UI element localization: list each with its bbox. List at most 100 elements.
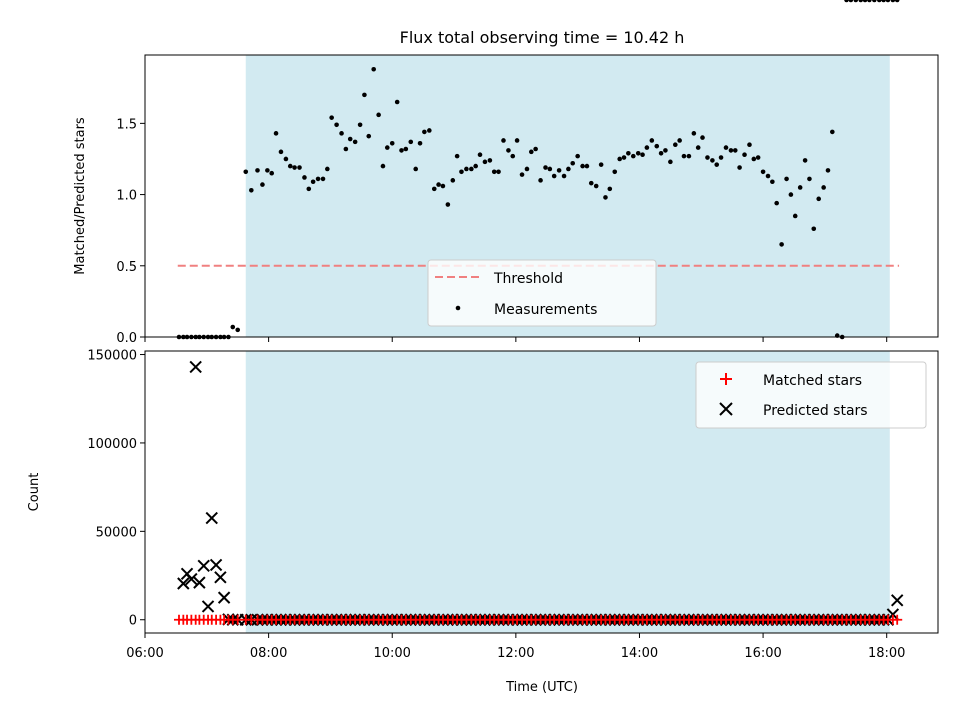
measurement-point [310,179,316,185]
measurement-point [770,179,775,185]
measurement-point [533,146,538,152]
measurement-point [718,155,724,160]
measurement-point [844,0,849,3]
measurement-point [450,178,456,183]
predicted-point [197,559,210,573]
legend-predicted-swatch [719,402,733,416]
measurement-point [371,66,376,72]
bottom-y-axis-label: Count [27,473,42,512]
measurement-point [603,195,608,200]
measurement-point [287,163,293,169]
measurement-point [658,150,664,156]
predicted-point [214,571,227,584]
measurement-point [469,166,474,172]
measurement-point [459,169,464,175]
measurement-point [543,165,548,170]
measurement-point [588,180,594,186]
xtick-label: 16:00 [744,646,781,661]
measurement-point [894,0,900,3]
measurement-point [751,156,757,162]
bot-ytick-label: 150000 [87,349,137,364]
measurement-point [464,166,469,172]
measurement-point [872,0,877,3]
measurement-point [649,138,655,143]
top-x-ticks [144,337,888,342]
measurement-point [403,146,409,152]
bot-ytick-label: 50000 [96,525,137,540]
measurement-point [496,169,501,175]
measurement-point [686,153,692,159]
measurement-point [765,173,771,179]
measurement-point [292,165,297,170]
measurement-point [732,148,738,153]
legend-predicted-label: Predicted stars [763,403,868,419]
measurement-point [802,158,808,163]
measurement-point [830,129,835,135]
measurement-point [362,92,367,98]
measurement-point [491,169,497,175]
bot-ytick-label: 100000 [87,437,137,452]
measurement-point [255,168,260,173]
measurement-point [260,182,265,187]
measurement-point [482,159,488,165]
measurement-point [427,128,432,133]
measurement-point [821,185,826,190]
top-legend: Threshold Measurements [427,259,657,327]
xtick-label: 14:00 [621,646,658,661]
measurement-point [598,162,604,167]
measurement-point [384,145,390,150]
measurement-point [297,165,302,170]
measurement-point [862,0,868,3]
measurement-point [570,160,576,166]
measurement-point [792,213,798,219]
bottom-x-ticks: 06:00 08:00 10:00 12:00 14:00 16:00 18:00 [126,633,905,661]
measurement-point [755,155,761,160]
measurement-point [440,183,446,189]
measurement-point [556,168,562,173]
measurement-point [807,176,812,182]
measurement-point [329,115,334,120]
top-ytick-label: 1.5 [116,117,137,132]
measurement-point [677,138,682,143]
measurement-point [635,150,641,156]
measurement-point [445,202,451,207]
measurement-point [339,131,344,136]
measurement-point [621,155,627,160]
top-axes-frame [144,54,939,338]
measurement-point [366,133,372,139]
measurement-point [325,166,330,172]
measurement-point [640,152,645,157]
measurement-point [705,155,710,160]
top-ytick-label: 1.0 [116,189,137,204]
legend-threshold-label: Threshold [493,271,563,287]
measurement-point [431,186,437,192]
measurement-point [788,192,794,197]
measurement-point [547,166,553,172]
measurement-point [673,142,678,148]
bottom-y-ticks: 0 50000 100000 150000 [87,349,145,629]
measurement-point [617,156,622,162]
predicted-point [205,511,218,525]
measurement-point [249,188,254,193]
measurement-point [473,163,478,169]
measurement-point [700,135,705,140]
measurement-point [501,138,506,143]
measurement-point [630,153,636,159]
measurement-point [811,226,817,232]
measurement-point [273,131,279,136]
top-panel: 0.0 0.5 1.0 1.5 Matched/Predicted stars Thr… [73,0,939,346]
measurement-point [742,152,747,157]
measurement-point [681,153,687,159]
bottom-legend: Matched stars Predicted stars [695,361,927,429]
measurement-point [867,0,872,3]
bottom-legend-box [695,361,927,429]
measurement-point [524,166,530,172]
measurement-point [626,150,631,156]
predicted-point [217,591,231,604]
measurement-point [858,0,864,3]
measurement-point [695,145,701,150]
top-ytick-label: 0.5 [116,260,137,275]
measurement-point [885,0,891,3]
xtick-label: 06:00 [126,646,163,661]
measurement-point [728,148,734,153]
